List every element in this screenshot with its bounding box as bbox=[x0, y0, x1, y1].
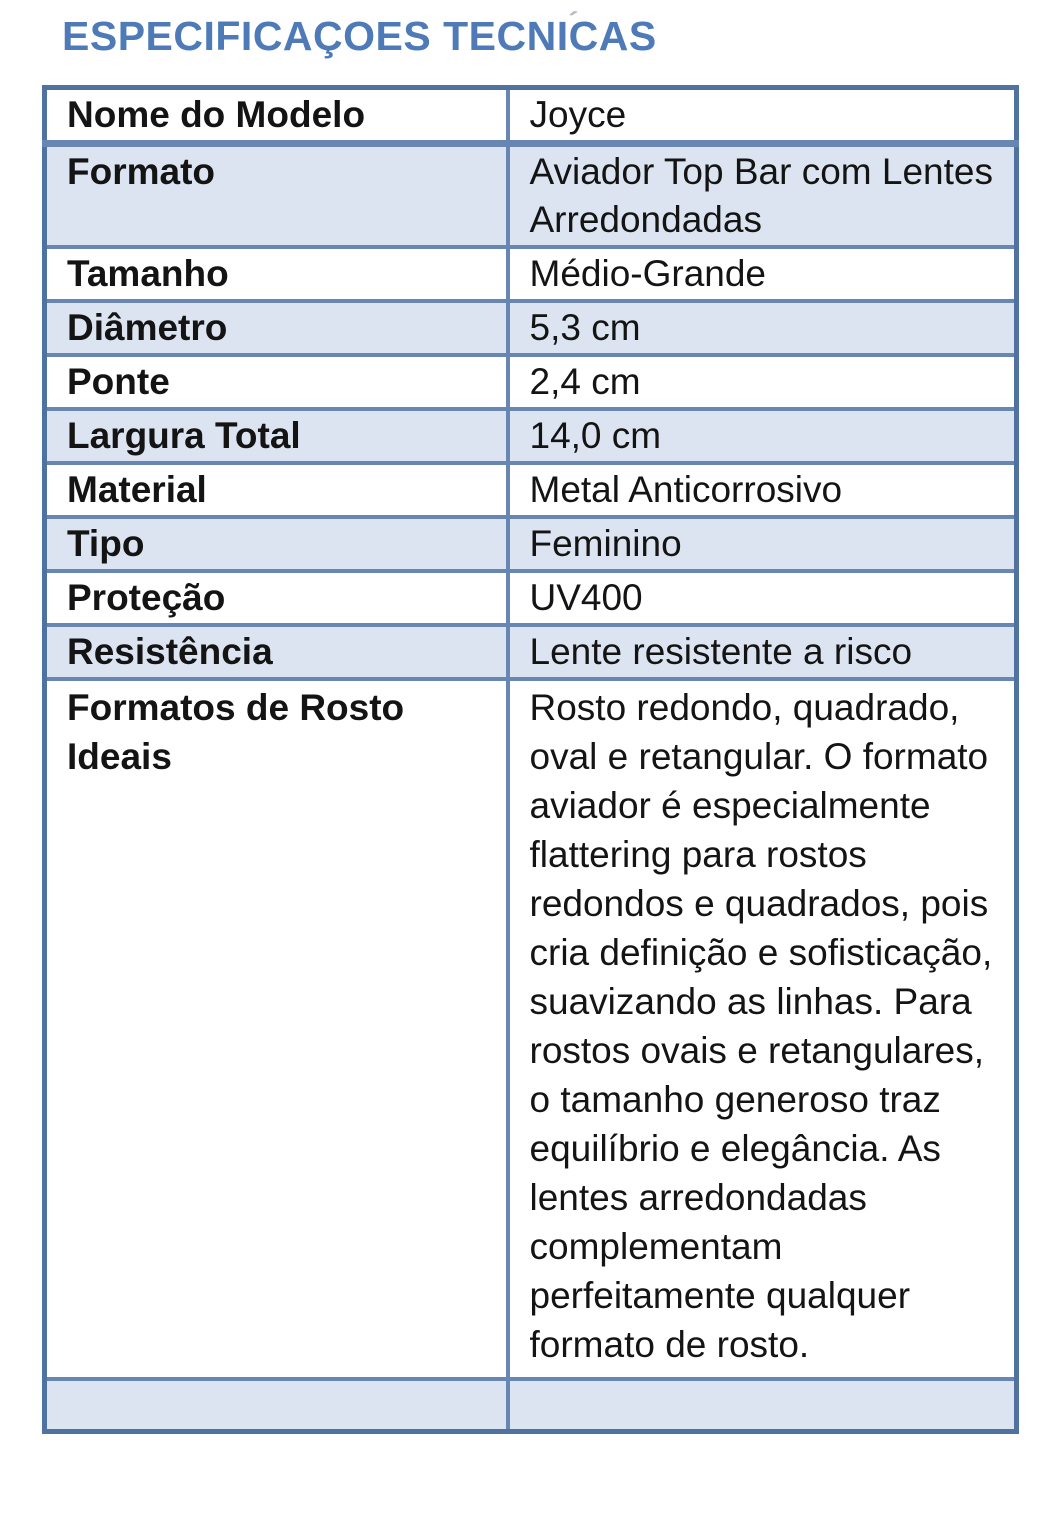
spec-row-protecao: Proteção UV400 bbox=[42, 569, 1019, 627]
spec-value-cell: Feminino bbox=[505, 515, 1019, 573]
spec-value-cell: 2,4 cm bbox=[505, 353, 1019, 411]
spec-label-cell bbox=[42, 1377, 510, 1433]
spec-row-formato: Formato Aviador Top Bar com Lentes Arred… bbox=[42, 141, 1019, 249]
spec-value-cell: Médio-Grande bbox=[505, 245, 1019, 303]
spec-row-largura-total: Largura Total 14,0 cm bbox=[42, 407, 1019, 465]
spec-value-cell: Rosto redondo, quadrado, oval e retangul… bbox=[505, 677, 1019, 1381]
spec-value-cell: Aviador Top Bar com Lentes Arredondadas bbox=[505, 141, 1019, 249]
spec-value-cell bbox=[505, 1377, 1019, 1433]
spec-row-tipo: Tipo Feminino bbox=[42, 515, 1019, 573]
spec-value-cell: UV400 bbox=[505, 569, 1019, 627]
spec-row-nome-do-modelo: Nome do Modelo Joyce bbox=[42, 85, 1019, 147]
spec-label-cell: Resistência bbox=[42, 623, 510, 681]
spec-label-cell: Material bbox=[42, 461, 510, 519]
spec-label-cell: Formato bbox=[42, 141, 510, 249]
spec-row-material: Material Metal Anticorrosivo bbox=[42, 461, 1019, 519]
spec-label-cell: Largura Total bbox=[42, 407, 510, 465]
spec-label-cell: Diâmetro bbox=[42, 299, 510, 357]
spec-label-cell: Tipo bbox=[42, 515, 510, 573]
spec-value-cell: Lente resistente a risco bbox=[505, 623, 1019, 681]
spec-row-ponte: Ponte 2,4 cm bbox=[42, 353, 1019, 411]
spec-row-empty bbox=[42, 1377, 1019, 1433]
spec-value-cell: 5,3 cm bbox=[505, 299, 1019, 357]
spec-label-cell: Formatos de Rosto Ideais bbox=[42, 677, 510, 1381]
spec-row-formatos-de-rosto-ideais: Formatos de Rosto Ideais Rosto redondo, … bbox=[42, 677, 1019, 1381]
page-title: ESPECIFICAÇOES TECNICAS ´ bbox=[62, 6, 657, 60]
page-title-text: ESPECIFICAÇOES TECNICAS bbox=[62, 13, 657, 59]
spec-label-cell: Ponte bbox=[42, 353, 510, 411]
spec-label-cell: Tamanho bbox=[42, 245, 510, 303]
spec-row-tamanho: Tamanho Médio-Grande bbox=[42, 245, 1019, 303]
spec-value-cell: Joyce bbox=[505, 85, 1019, 147]
spec-table: Nome do Modelo Joyce Formato Aviador Top… bbox=[42, 85, 1019, 1434]
spec-value-cell: Metal Anticorrosivo bbox=[505, 461, 1019, 519]
spec-row-resistencia: Resistência Lente resistente a risco bbox=[42, 623, 1019, 681]
spec-label-cell: Proteção bbox=[42, 569, 510, 627]
spec-row-diametro: Diâmetro 5,3 cm bbox=[42, 299, 1019, 357]
spec-label-cell: Nome do Modelo bbox=[42, 85, 510, 147]
spec-value-cell: 14,0 cm bbox=[505, 407, 1019, 465]
